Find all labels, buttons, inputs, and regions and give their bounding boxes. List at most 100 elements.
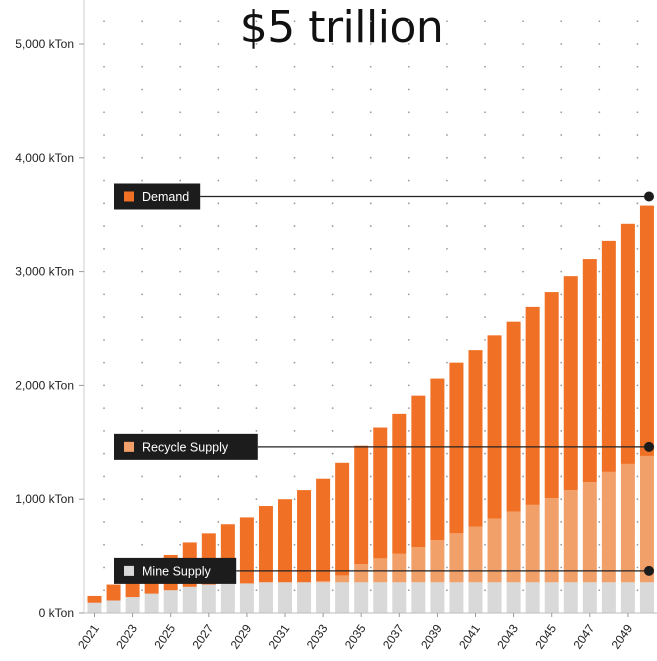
grid-dot xyxy=(598,430,601,432)
grid-dot xyxy=(255,361,258,364)
grid-dot xyxy=(484,361,486,364)
grid-dot xyxy=(141,407,144,410)
grid-dot xyxy=(598,88,601,91)
grid-dot xyxy=(255,475,258,478)
grid-dot xyxy=(598,156,601,159)
grid-dot xyxy=(293,156,296,159)
grid-dot xyxy=(141,475,144,478)
grid-dot xyxy=(407,566,410,569)
bar-demand xyxy=(106,584,121,601)
bar-demand xyxy=(506,321,521,512)
grid-dot xyxy=(369,65,372,68)
grid-dot xyxy=(103,452,105,455)
grid-dot xyxy=(217,293,220,296)
grid-dot xyxy=(636,498,639,501)
bar-demand xyxy=(335,462,350,576)
grid-dot xyxy=(522,247,525,250)
x-tick-label: 2041 xyxy=(456,621,483,651)
grid-dot xyxy=(636,521,639,523)
grid-dot xyxy=(560,88,563,91)
grid-dot xyxy=(636,589,639,592)
bar-recycle-supply xyxy=(544,498,559,583)
grid-dot xyxy=(217,247,220,250)
callout-dot-mine-supply xyxy=(644,565,654,576)
grid-dot xyxy=(522,384,525,387)
grid-dot xyxy=(407,20,410,23)
grid-dot xyxy=(407,270,410,273)
grid-dot xyxy=(217,407,220,410)
callout-box-mine-supply xyxy=(114,557,237,584)
grid-dot xyxy=(484,589,486,592)
grid-dot xyxy=(103,498,105,501)
grid-dot xyxy=(179,247,182,250)
grid-dot xyxy=(293,111,296,114)
grid-dot xyxy=(103,566,105,569)
x-tick-label: 2047 xyxy=(570,621,597,651)
grid-dot xyxy=(217,384,220,387)
grid-dot xyxy=(141,293,144,296)
bar-recycle-supply xyxy=(392,553,407,583)
y-tick-label: 1,000 kTon xyxy=(15,492,74,506)
grid-dot xyxy=(484,384,486,387)
grid-dot xyxy=(141,247,144,250)
grid-dot xyxy=(407,293,410,296)
grid-dot xyxy=(103,88,105,91)
grid-dot xyxy=(560,156,563,159)
grid-dot xyxy=(369,179,372,182)
grid-dot xyxy=(331,270,334,273)
grid-dot xyxy=(369,430,372,432)
bar-recycle-supply xyxy=(601,471,616,583)
grid-dot xyxy=(217,134,220,136)
grid-dot xyxy=(141,88,144,91)
bar-mine-supply xyxy=(220,583,235,613)
bar-mine-supply xyxy=(487,582,502,613)
grid-dot xyxy=(293,179,296,182)
grid-dot xyxy=(446,521,448,523)
grid-dot xyxy=(636,407,639,410)
grid-dot xyxy=(446,156,448,159)
grid-dot xyxy=(179,338,182,341)
bar-demand xyxy=(411,395,426,547)
bar-recycle-supply xyxy=(620,463,635,583)
grid-dot xyxy=(217,65,220,68)
grid-dot xyxy=(141,384,144,387)
bar-recycle-supply xyxy=(468,526,483,583)
grid-dot xyxy=(522,270,525,273)
grid-dot xyxy=(407,65,410,68)
grid-dot xyxy=(484,293,486,296)
grid-dot xyxy=(598,338,601,341)
grid-dot xyxy=(522,589,525,592)
bar-recycle-supply xyxy=(582,482,597,583)
grid-dot xyxy=(331,521,334,523)
grid-dot xyxy=(255,20,258,23)
callout-box-recycle-supply xyxy=(114,433,258,460)
grid-dot xyxy=(522,20,525,23)
grid-dot xyxy=(179,316,182,319)
grid-dot xyxy=(217,225,220,227)
grid-dot xyxy=(331,247,334,250)
grid-dot xyxy=(484,407,486,410)
grid-dot xyxy=(141,65,144,68)
grid-dot xyxy=(331,361,334,364)
grid-dot xyxy=(598,20,601,23)
grid-dot xyxy=(331,566,334,569)
grid-dot xyxy=(369,521,372,523)
grid-dot xyxy=(484,270,486,273)
grid-dot xyxy=(598,543,601,546)
x-tick-label: 2027 xyxy=(189,621,216,651)
grid-dot xyxy=(598,179,601,182)
grid-dot xyxy=(255,270,258,273)
bar-mine-supply xyxy=(87,602,102,613)
grid-dot xyxy=(369,566,372,569)
bar-mine-supply xyxy=(144,593,159,613)
grid-dot xyxy=(141,316,144,319)
grid-dot xyxy=(446,498,448,501)
grid-dot xyxy=(407,316,410,319)
grid-dot xyxy=(522,316,525,319)
y-tick-label: 5,000 kTon xyxy=(15,37,74,51)
grid-dot xyxy=(446,407,448,410)
bar-demand xyxy=(620,223,635,464)
grid-dot xyxy=(217,111,220,114)
grid-dot xyxy=(255,521,258,523)
grid-dot xyxy=(103,225,105,227)
